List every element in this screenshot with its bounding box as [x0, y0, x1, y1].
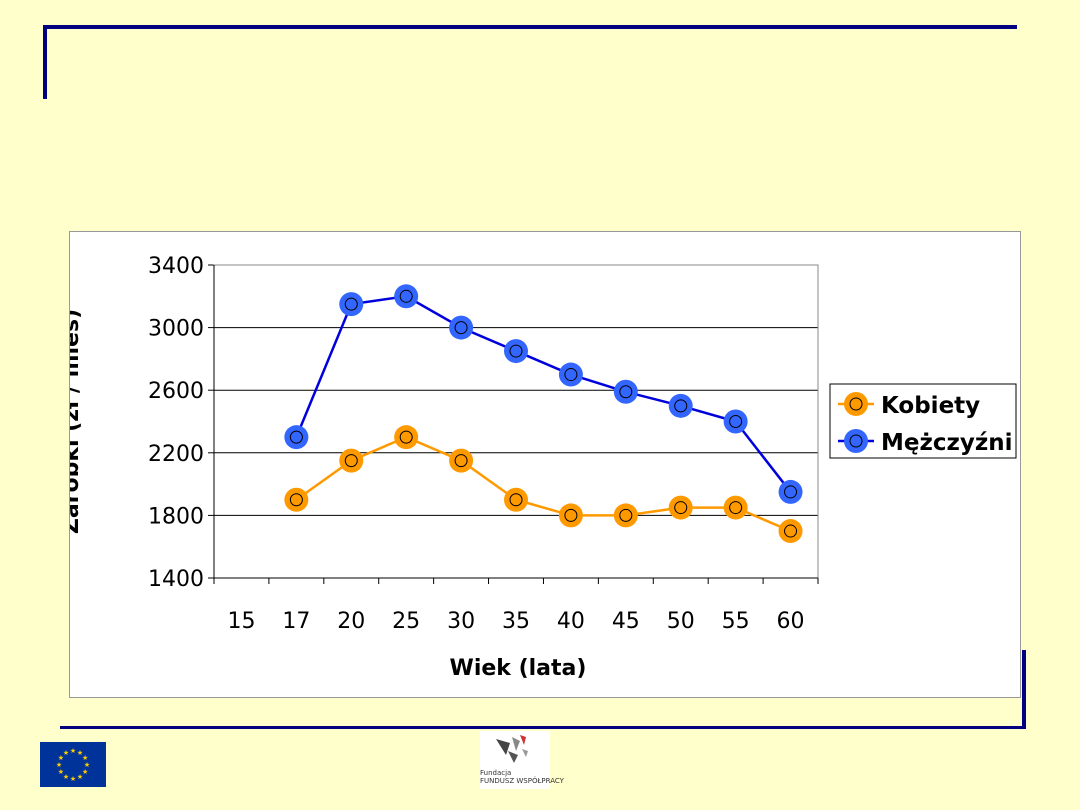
eu-star-icon: ★: [77, 749, 83, 757]
data-point-inner: [509, 344, 523, 358]
legend-marker: [844, 429, 868, 453]
x-tick-label: 15: [227, 609, 255, 634]
data-point-inner: [509, 493, 523, 507]
frame-top-line: [43, 25, 1017, 29]
legend-label: Mężczyźni: [881, 430, 1013, 456]
data-point-inner: [344, 454, 358, 468]
data-point: [449, 315, 474, 340]
x-tick-label: 17: [282, 609, 310, 634]
data-point-inner: [564, 508, 578, 522]
x-tick-label: 55: [722, 609, 750, 634]
legend-label: Kobiety: [881, 393, 980, 419]
data-point-inner: [619, 385, 633, 399]
eu-star-icon: ★: [82, 768, 88, 776]
legend-marker: [844, 392, 868, 416]
data-point-inner: [674, 501, 688, 515]
fund-logo-line2: FUNDUSZ WSPÓŁPRACY: [480, 777, 564, 785]
data-point: [339, 448, 364, 473]
line-chart: 1400 1800 2200 2600 3000 3400 15 17 20 25 30 35 40 45…: [70, 254, 1017, 681]
y-tick-label: 1400: [148, 567, 204, 592]
legend-marker-inner: [849, 397, 863, 411]
eu-flag-logo: ★ ★ ★ ★ ★ ★ ★ ★ ★ ★ ★ ★: [40, 742, 106, 787]
x-tick-label: 45: [612, 609, 640, 634]
y-tick-label: 3000: [148, 317, 204, 342]
eu-star-icon: ★: [63, 773, 69, 781]
data-point: [394, 425, 419, 450]
x-tick-label: 20: [337, 609, 365, 634]
data-point: [613, 503, 638, 528]
eu-star-icon: ★: [58, 754, 64, 762]
data-point-inner: [729, 415, 743, 428]
birds-icon: [496, 735, 528, 763]
x-tick-label: 60: [777, 609, 805, 634]
series-line-0: [295, 435, 792, 533]
x-tick-label: 30: [447, 609, 475, 634]
legend-marker-inner: [849, 434, 863, 448]
data-point-inner: [289, 430, 303, 444]
y-tick-label: 2600: [148, 379, 204, 404]
series-line-1: [295, 295, 792, 493]
y-axis-title: Zarobki (zł / mies): [70, 309, 84, 534]
x-tick-label: 40: [557, 609, 585, 634]
data-point-inner: [399, 289, 413, 303]
data-point-inner: [784, 524, 798, 538]
x-tick-label: 35: [502, 609, 530, 634]
data-point-inner: [674, 399, 688, 413]
data-point: [613, 379, 638, 404]
y-tick-label: 2200: [148, 442, 204, 467]
data-point-inner: [399, 430, 413, 444]
data-point: [723, 409, 748, 434]
x-tick-label: 25: [392, 609, 420, 634]
data-point: [394, 284, 419, 309]
data-point: [504, 339, 528, 364]
fund-logo-line1: Fundacja: [480, 769, 512, 777]
x-tick-label: 50: [667, 609, 695, 634]
eu-star-icon: ★: [56, 761, 62, 769]
eu-star-icon: ★: [70, 747, 76, 755]
data-point: [778, 519, 803, 544]
data-point: [668, 393, 693, 418]
frame-right-line: [1022, 650, 1026, 729]
chart-container: 1400 1800 2200 2600 3000 3400 15 17 20 25 30 35 40 45…: [69, 231, 1021, 698]
data-point-inner: [564, 368, 578, 382]
y-tick-label: 1800: [148, 504, 204, 529]
data-point: [284, 425, 309, 450]
eu-star-icon: ★: [58, 768, 64, 776]
eu-star-icon: ★: [82, 754, 88, 762]
data-point-inner: [289, 493, 303, 507]
data-point: [284, 487, 309, 512]
data-point: [778, 479, 803, 504]
data-point: [558, 503, 583, 528]
eu-star-icon: ★: [77, 773, 83, 781]
data-point-inner: [784, 485, 798, 499]
eu-star-icon: ★: [70, 775, 76, 783]
data-point: [339, 292, 364, 317]
data-point: [558, 362, 583, 387]
data-point: [723, 495, 748, 520]
data-point-inner: [729, 501, 743, 515]
x-axis-title: Wiek (lata): [450, 656, 587, 681]
eu-stars-icon: ★★★★★★★★★ ★ ★★: [56, 747, 90, 783]
data-point-inner: [619, 508, 633, 522]
frame-left-line: [43, 25, 47, 99]
eu-star-icon: ★: [63, 749, 69, 757]
data-point-inner: [344, 297, 358, 311]
data-point-inner: [454, 454, 468, 468]
y-tick-label: 3400: [148, 254, 204, 279]
eu-star-icon: ★: [84, 761, 90, 769]
fundusz-wspolpracy-logo: Fundacja FUNDUSZ WSPÓŁPRACY: [480, 731, 564, 789]
data-point: [504, 487, 528, 512]
data-point-inner: [454, 321, 468, 335]
frame-bottom-line: [60, 726, 1026, 729]
data-point: [668, 495, 693, 520]
data-point: [449, 448, 474, 473]
